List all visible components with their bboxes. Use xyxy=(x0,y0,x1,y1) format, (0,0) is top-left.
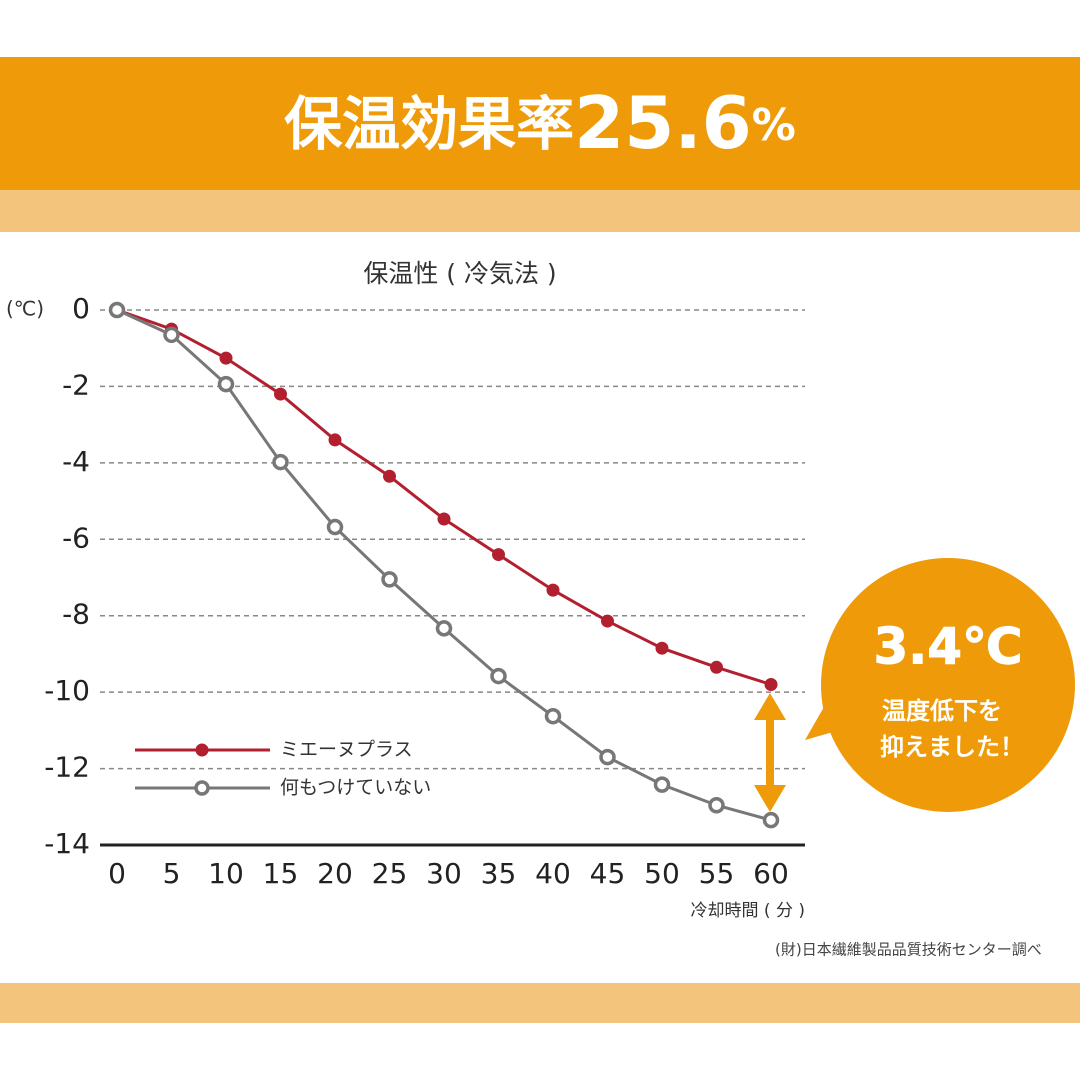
x-tick-label: 35 xyxy=(481,857,517,890)
data-point xyxy=(764,678,778,691)
data-point xyxy=(219,351,233,365)
x-tick-label: 25 xyxy=(372,857,408,890)
data-point xyxy=(601,614,614,628)
banner-unit: % xyxy=(752,100,796,151)
y-tick-label: -10 xyxy=(44,674,90,707)
callout-value: 3.4℃ xyxy=(873,618,1022,676)
legend-marker xyxy=(195,743,209,757)
callout: 3.4℃ 温度低下を 抑えました！ xyxy=(805,558,1075,812)
data-point xyxy=(544,707,562,725)
callout-text: 温度低下を xyxy=(882,697,1002,725)
data-point xyxy=(163,326,180,344)
data-point xyxy=(274,387,287,401)
y-tick-label: 0 xyxy=(72,292,90,325)
banner-stripe xyxy=(0,190,1080,232)
data-point xyxy=(435,620,453,637)
source-note: (財)日本繊維製品品質技術センター調べ xyxy=(775,941,1042,959)
data-point xyxy=(383,469,396,483)
banner-title: 保温効果率25.6% xyxy=(284,81,796,165)
data-point xyxy=(381,571,398,588)
arrow-head xyxy=(754,785,786,812)
banner-band xyxy=(0,57,1080,190)
x-tick-label: 15 xyxy=(263,857,299,890)
banner-label: 保温効果率 xyxy=(284,90,574,158)
footer-stripe xyxy=(0,983,1080,1023)
legend-marker xyxy=(194,780,210,796)
x-tick-label: 60 xyxy=(753,857,789,890)
x-tick-label: 0 xyxy=(108,857,126,890)
data-point xyxy=(708,797,725,814)
data-point xyxy=(272,453,289,471)
data-point xyxy=(490,667,507,685)
x-axis-label: 冷却時間 ( 分 ) xyxy=(691,901,805,921)
data-point xyxy=(437,512,451,526)
x-tick-label: 20 xyxy=(317,857,353,890)
x-tick-label: 50 xyxy=(644,857,680,890)
x-tick-label: 5 xyxy=(163,857,181,890)
arrow-head xyxy=(754,693,786,720)
x-tick-label: 40 xyxy=(535,857,571,890)
arrow-shaft xyxy=(766,715,774,795)
x-tick-label: 30 xyxy=(426,857,462,890)
data-point xyxy=(655,641,669,655)
data-point xyxy=(546,583,560,597)
y-tick-label: -8 xyxy=(62,598,90,631)
y-tick-label: -6 xyxy=(62,521,90,554)
banner-value: 25.6 xyxy=(574,81,752,165)
data-point xyxy=(762,811,780,829)
legend-label: ミエーヌプラス xyxy=(280,739,413,761)
chart-title: 保温性 ( 冷気法 ) xyxy=(363,259,556,288)
x-tick-label: 55 xyxy=(699,857,735,890)
plot: 0 -2 -4 -6 -8 -10 -12 -14 0 5 10 15 20 25 30 35 40 45 50 55… xyxy=(44,292,805,890)
callout-bubble xyxy=(821,558,1075,812)
callout-pointer xyxy=(805,700,840,740)
y-tick-label: -4 xyxy=(62,445,90,478)
legend-label: 何もつけていない xyxy=(280,777,431,799)
data-point xyxy=(710,660,723,674)
data-point xyxy=(108,301,126,319)
callout-text: 抑えました！ xyxy=(880,733,1024,761)
data-point xyxy=(599,748,616,766)
difference-arrow xyxy=(754,693,786,812)
data-point xyxy=(328,433,342,447)
x-tick-label: 10 xyxy=(208,857,244,890)
data-point xyxy=(217,375,235,393)
data-point xyxy=(653,776,671,793)
y-tick-label: -14 xyxy=(44,827,90,860)
data-point xyxy=(326,518,344,536)
y-axis-label: (℃) xyxy=(6,297,44,321)
data-point xyxy=(492,548,505,562)
y-tick-label: -2 xyxy=(62,368,90,401)
x-tick-label: 45 xyxy=(590,857,626,890)
y-tick-label: -12 xyxy=(44,751,90,784)
